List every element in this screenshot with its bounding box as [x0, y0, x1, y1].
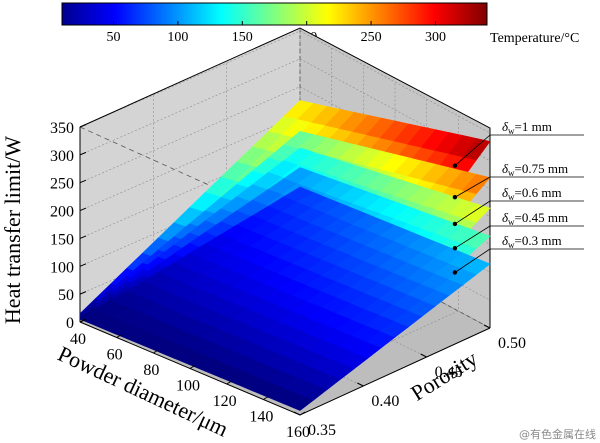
annotation-leader: [454, 176, 491, 198]
watermark: @有色金属在线: [519, 427, 596, 441]
x-tick-mark: [299, 411, 306, 416]
x-tick-label: 160: [286, 424, 310, 441]
x-axis-ticks: 40 60 80 100 120 140 160: [70, 318, 310, 441]
z-tick-label: 300: [50, 148, 74, 165]
colorbar-tick-label: 100: [167, 30, 188, 45]
y-tick-label: 0.35: [308, 422, 336, 439]
z-tick-mark: [79, 291, 87, 295]
z-tick-label: 250: [50, 176, 74, 193]
x-tick-mark: [226, 380, 232, 385]
annotation-point: [452, 246, 458, 251]
x-tick-label: 60: [107, 347, 123, 364]
z-tick-mark: [79, 124, 87, 128]
surface-layers: [79, 100, 491, 411]
y-tick-label: 0.50: [498, 335, 526, 352]
colorbar-tick-label: 250: [361, 30, 382, 45]
z-tick-label: 100: [50, 259, 74, 276]
grid-line-y: [299, 31, 491, 329]
annotation-point: [452, 195, 458, 200]
z-tick-mark: [79, 235, 87, 239]
series-label: δw=1 mm: [502, 119, 552, 136]
y-axis-ticks: 0.35 0.40 0.45 0.50: [293, 324, 526, 439]
annotation-leader: [454, 200, 491, 225]
z-tick-label: 50: [58, 287, 74, 304]
y-tick-label: 0.45: [435, 364, 463, 381]
annotation-leader: [454, 134, 491, 166]
z-tick-label: 200: [50, 204, 74, 221]
y-tick-mark: [420, 353, 427, 358]
x-tick-mark: [189, 365, 196, 369]
y-tick-mark: [483, 324, 491, 329]
z-tick-mark: [79, 207, 87, 212]
x-tick-mark: [263, 396, 269, 400]
colorbar-gradient: [61, 2, 488, 26]
x-tick-label: 120: [213, 393, 237, 410]
series-label: δw=0.6 mm: [502, 185, 562, 202]
surface-patch: [462, 138, 491, 161]
series-label: δw=0.45 mm: [502, 210, 568, 227]
z-tick-mark: [79, 179, 87, 184]
y-tick-mark: [357, 382, 364, 387]
series-label: δw=0.3 mm: [502, 233, 562, 250]
y-tick-label: 0.40: [371, 393, 399, 410]
series-annotations: δw=1 mm δw=0.75 mm δw=0.6 mm δw=0.45 mm δw=0…: [452, 119, 584, 275]
x-tick-mark: [153, 349, 159, 354]
z-tick-label: 0: [66, 315, 74, 332]
annotation-leader: [454, 248, 491, 273]
surface-patch: [462, 258, 491, 275]
surface-patch: [462, 230, 491, 249]
z-tick-mark: [79, 151, 87, 156]
x-tick-label: 140: [249, 409, 273, 426]
x-tick-label: 100: [176, 378, 200, 395]
x-tick-label: 40: [70, 331, 86, 348]
z-tick-mark: [79, 263, 87, 267]
surface-0.3mm: [79, 186, 491, 411]
annotation-leader: [454, 225, 491, 249]
annotation-point: [452, 270, 458, 275]
y-tick-mark: [293, 411, 301, 416]
annotation-point: [452, 221, 458, 227]
colorbar-tick-label: 150: [232, 30, 253, 45]
box-edge-top: [79, 27, 491, 328]
colorbar-tick-label: 300: [425, 30, 446, 45]
x-tick-mark: [79, 318, 86, 323]
z-tick-label: 350: [50, 120, 74, 137]
series-label: δw=0.75 mm: [502, 161, 568, 178]
colorbar-tick-label: 50: [107, 30, 121, 45]
x-tick-label: 80: [143, 362, 159, 379]
grid-line-y: [226, 63, 427, 358]
z-tick-label: 150: [50, 231, 74, 248]
z-axis-ticks: 0 50 100 150 200 250 300 350: [50, 120, 87, 332]
z-axis-title: Heat transfer limit/W: [0, 136, 25, 324]
surface-patch: [462, 203, 491, 223]
x-tick-mark: [116, 334, 122, 338]
colorbar-label: Temperature/°C: [490, 31, 579, 46]
